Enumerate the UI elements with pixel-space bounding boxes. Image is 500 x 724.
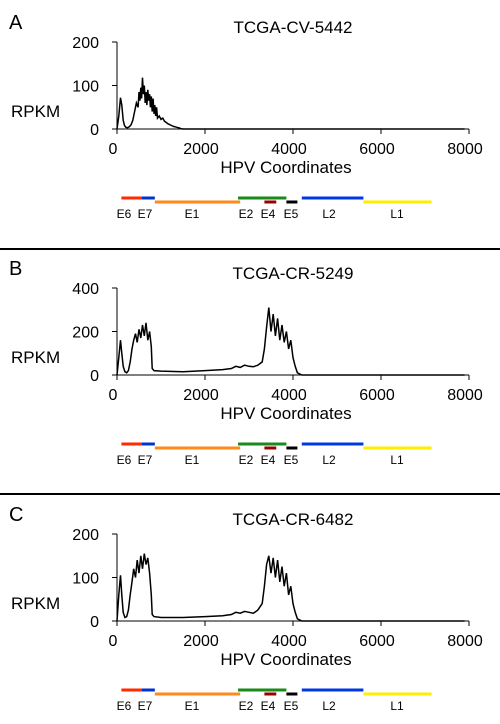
x-axis-label: HPV Coordinates xyxy=(220,404,351,423)
gene-label-e1: E1 xyxy=(185,207,200,221)
gene-label-e6: E6 xyxy=(117,207,132,221)
x-axis-label: HPV Coordinates xyxy=(220,158,351,177)
y-tick-label: 200 xyxy=(72,527,99,544)
gene-label-l1: L1 xyxy=(390,207,404,221)
x-tick-label: 0 xyxy=(109,633,118,650)
y-tick-label: 100 xyxy=(72,571,99,588)
coverage-line xyxy=(116,77,465,130)
x-tick-label: 2000 xyxy=(183,633,219,650)
gene-label-l1: L1 xyxy=(390,699,404,713)
x-tick-label: 4000 xyxy=(271,141,307,158)
gene-label-e5: E5 xyxy=(284,453,299,467)
gene-label-l1: L1 xyxy=(390,453,404,467)
y-axis-label: RPKM xyxy=(11,102,60,121)
x-tick-label: 2000 xyxy=(183,141,219,158)
y-tick-label: 0 xyxy=(90,368,99,385)
gene-label-l2: L2 xyxy=(322,207,336,221)
coverage-line xyxy=(116,553,465,622)
y-tick-label: 200 xyxy=(72,325,99,342)
chart-title: TCGA-CV-5442 xyxy=(233,18,352,37)
gene-label-e4: E4 xyxy=(261,453,276,467)
x-tick-label: 0 xyxy=(109,387,118,404)
coverage-line xyxy=(116,307,465,376)
x-tick-label: 2000 xyxy=(183,387,219,404)
y-axis-label: RPKM xyxy=(11,594,60,613)
gene-label-e4: E4 xyxy=(261,207,276,221)
gene-label-e7: E7 xyxy=(138,453,153,467)
y-tick-label: 0 xyxy=(90,614,99,631)
x-tick-label: 8000 xyxy=(447,633,483,650)
gene-label-e2: E2 xyxy=(239,453,254,467)
gene-label-l2: L2 xyxy=(322,453,336,467)
x-tick-label: 8000 xyxy=(447,141,483,158)
chart-title: TCGA-CR-6482 xyxy=(233,510,354,529)
gene-label-e1: E1 xyxy=(185,453,200,467)
x-tick-label: 4000 xyxy=(271,387,307,404)
x-tick-label: 6000 xyxy=(359,633,395,650)
x-tick-label: 6000 xyxy=(359,141,395,158)
gene-label-e2: E2 xyxy=(239,699,254,713)
gene-label-e6: E6 xyxy=(117,453,132,467)
gene-label-l2: L2 xyxy=(322,699,336,713)
x-tick-label: 0 xyxy=(109,141,118,158)
gene-label-e1: E1 xyxy=(185,699,200,713)
gene-label-e6: E6 xyxy=(117,699,132,713)
y-tick-label: 200 xyxy=(72,35,99,52)
chart-title: TCGA-CR-5249 xyxy=(233,264,354,283)
panel-label: B xyxy=(9,258,22,280)
x-tick-label: 6000 xyxy=(359,387,395,404)
panel-label: A xyxy=(9,12,23,34)
gene-label-e5: E5 xyxy=(284,207,299,221)
gene-label-e4: E4 xyxy=(261,699,276,713)
x-tick-label: 8000 xyxy=(447,387,483,404)
x-tick-label: 4000 xyxy=(271,633,307,650)
panel-label: C xyxy=(9,504,23,526)
y-axis-label: RPKM xyxy=(11,348,60,367)
y-tick-label: 100 xyxy=(72,79,99,96)
gene-label-e7: E7 xyxy=(138,699,153,713)
gene-label-e5: E5 xyxy=(284,699,299,713)
y-tick-label: 400 xyxy=(72,281,99,298)
gene-label-e7: E7 xyxy=(138,207,153,221)
x-axis-label: HPV Coordinates xyxy=(220,650,351,669)
gene-label-e2: E2 xyxy=(239,207,254,221)
y-tick-label: 0 xyxy=(90,122,99,139)
